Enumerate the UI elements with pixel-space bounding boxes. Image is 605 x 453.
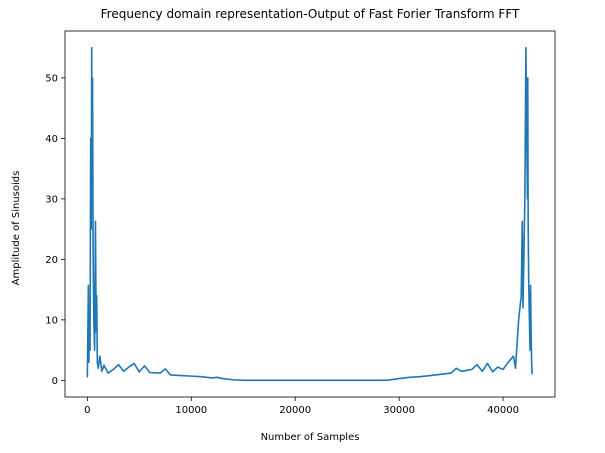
x-axis-title: Number of Samples <box>261 432 360 443</box>
y-axis-title: Amplitude of Sinusoids <box>11 171 22 286</box>
y-axis: 0 10 20 30 40 50 <box>45 73 65 387</box>
y-tick-label: 20 <box>45 255 58 266</box>
chart-title: Frequency domain representation-Output o… <box>101 7 520 21</box>
series-line-0 <box>86 46 533 382</box>
x-tick-label: 30000 <box>383 405 415 416</box>
x-tick-label: 20000 <box>279 405 311 416</box>
x-tick-label: 10000 <box>175 405 207 416</box>
y-tick-label: 40 <box>45 134 58 145</box>
plot-frame <box>64 30 556 398</box>
plot-area <box>86 46 533 382</box>
x-axis: 0 10000 20000 30000 40000 <box>84 397 519 416</box>
y-tick-label: 0 <box>52 376 58 387</box>
x-tick-label: 0 <box>84 405 90 416</box>
x-tick-label: 40000 <box>487 405 519 416</box>
y-tick-label: 10 <box>45 315 58 326</box>
y-tick-label: 50 <box>45 73 58 84</box>
y-tick-label: 30 <box>45 194 58 205</box>
